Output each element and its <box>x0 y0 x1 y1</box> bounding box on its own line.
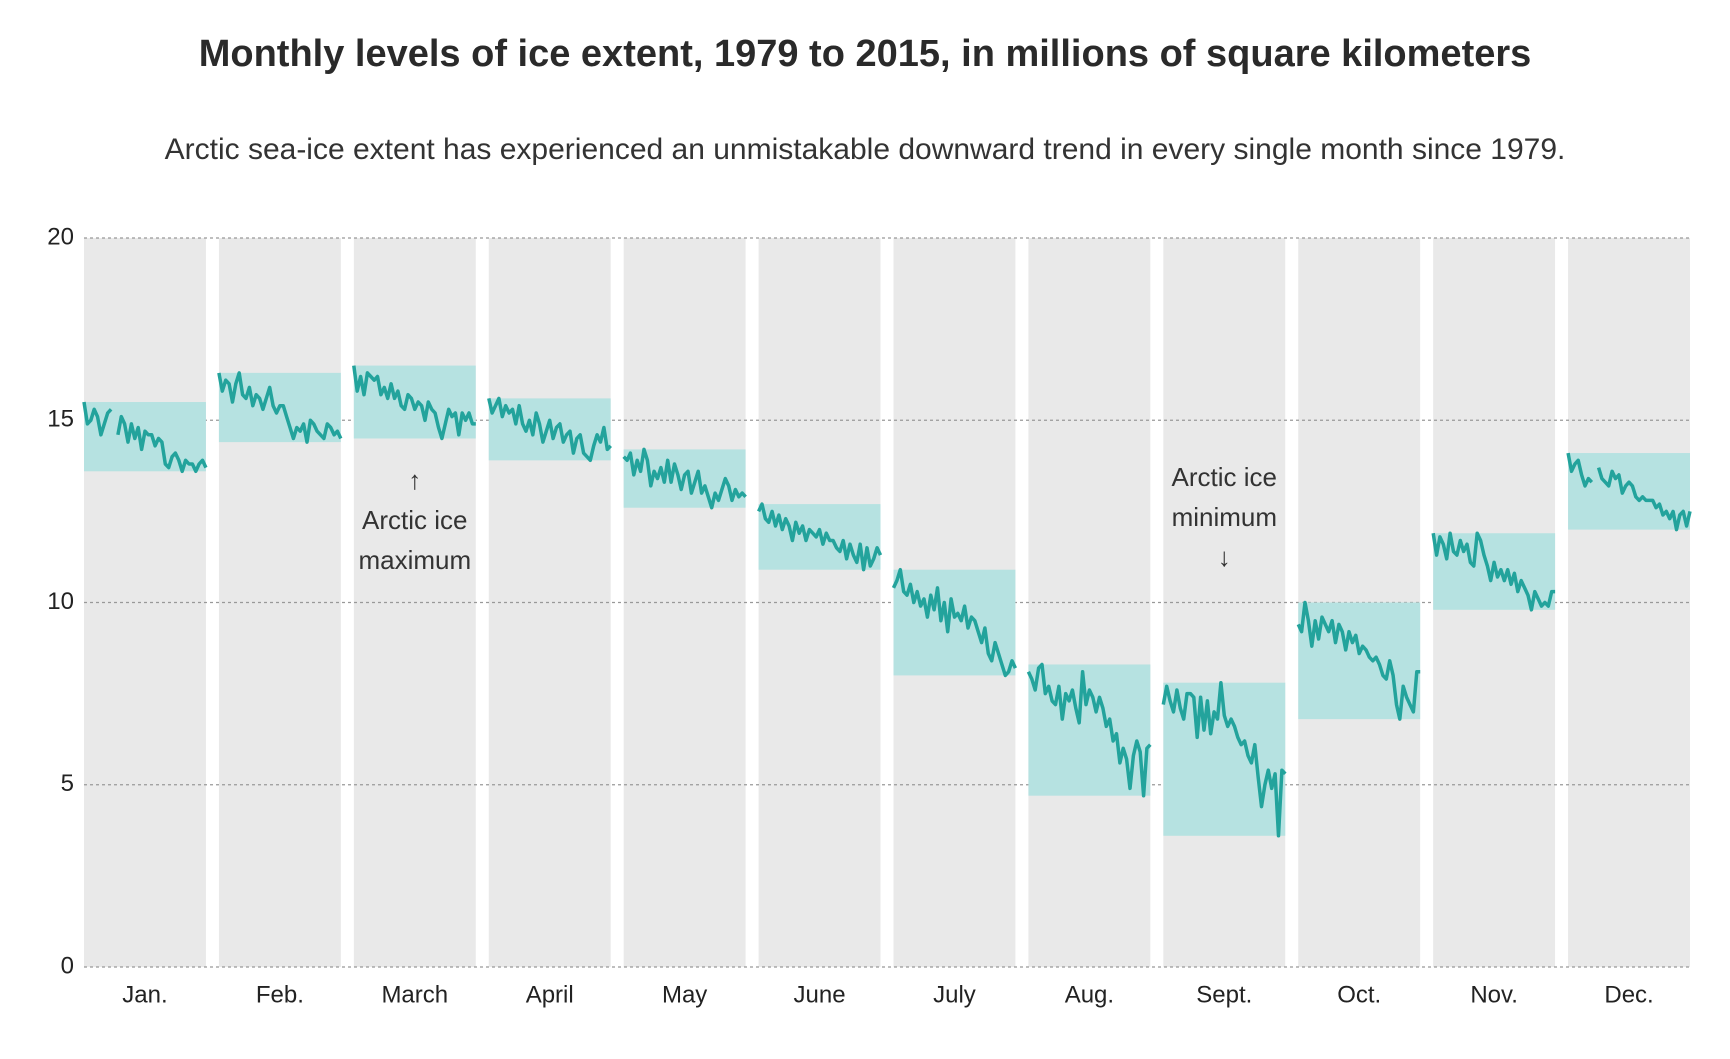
ice-line <box>757 502 883 572</box>
chart-title: Monthly levels of ice extent, 1979 to 20… <box>199 33 1532 75</box>
month-panel <box>218 238 341 967</box>
annotation: maximum <box>358 545 471 575</box>
x-tick-label: Sept. <box>1196 981 1252 1008</box>
x-tick-label: Oct. <box>1337 981 1381 1008</box>
x-tick-label: July <box>933 981 976 1008</box>
annotation: ↑ <box>408 465 421 495</box>
range-band <box>1298 602 1421 720</box>
ice-line <box>82 401 208 474</box>
annotation: Arctic ice <box>1172 462 1277 492</box>
x-tick-label: Aug. <box>1065 981 1114 1008</box>
ice-line <box>1431 531 1556 612</box>
ice-line <box>487 396 612 463</box>
annotation: Arctic ice <box>362 505 467 535</box>
x-tick-label: Dec. <box>1604 981 1653 1008</box>
chart-subtitle: Arctic sea-ice extent has experienced an… <box>165 133 1566 166</box>
ice-line <box>1566 452 1692 532</box>
x-tick-label: April <box>526 981 574 1008</box>
ice-line <box>891 567 1017 678</box>
x-tick-label: June <box>794 981 846 1008</box>
y-tick-label: 0 <box>61 952 74 979</box>
month-panel <box>488 238 611 967</box>
x-tick-label: March <box>381 981 448 1008</box>
ice-line <box>622 447 747 510</box>
ice-line <box>217 371 343 444</box>
annotation: ↓ <box>1218 542 1231 572</box>
y-tick-label: 10 <box>47 588 74 615</box>
ice-line <box>1026 662 1152 798</box>
y-tick-label: 15 <box>47 406 74 433</box>
ice-line <box>1161 680 1287 838</box>
ice-line <box>352 365 476 441</box>
ice-line <box>1296 600 1421 721</box>
x-tick-label: Jan. <box>122 981 167 1008</box>
y-tick-label: 5 <box>61 770 74 797</box>
x-tick-label: Nov. <box>1470 981 1518 1008</box>
annotation: minimum <box>1172 502 1277 532</box>
x-tick-label: May <box>662 981 707 1008</box>
y-tick-label: 20 <box>47 223 74 250</box>
range-band <box>893 569 1016 676</box>
x-tick-label: Feb. <box>256 981 304 1008</box>
